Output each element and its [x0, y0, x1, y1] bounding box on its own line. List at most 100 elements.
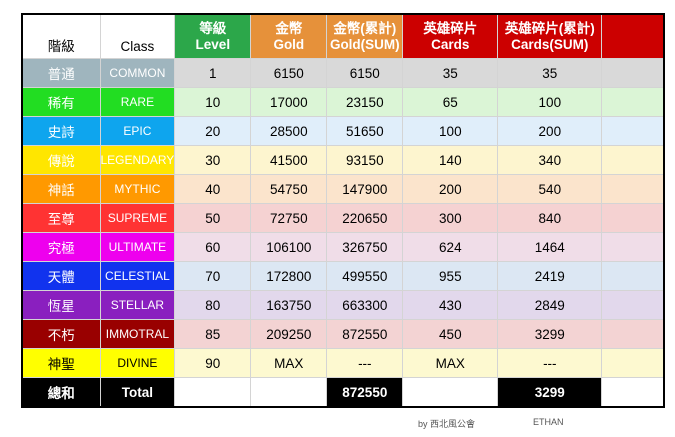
cards-cell: MAX — [402, 348, 499, 378]
header-gold-sum-cn: 金幣(累計) — [333, 20, 397, 36]
rank-name-cell: 神聖 — [21, 348, 101, 378]
cards-cell: 100 — [402, 116, 499, 146]
header-level-cn: 等級 — [199, 20, 227, 36]
total-extra-cell — [601, 377, 665, 408]
level-cell: 60 — [174, 232, 252, 262]
cards-sum-cell: 200 — [497, 116, 603, 146]
table-row: 究極 ULTIMATE 60 106100 326750 624 1464 — [21, 232, 665, 262]
total-cards-cell — [402, 377, 499, 408]
cards-sum-cell: 100 — [497, 87, 603, 117]
total-class: Total — [99, 377, 176, 408]
extra-cell — [601, 87, 665, 117]
header-cards-en: Cards — [431, 36, 470, 52]
gold-sum-cell: --- — [326, 348, 404, 378]
cards-cell: 450 — [402, 319, 499, 349]
cards-cell: 955 — [402, 261, 499, 291]
level-cell: 40 — [174, 174, 252, 204]
rank-name-cell: 史詩 — [21, 116, 101, 146]
rank-name-cell: 傳說 — [21, 145, 101, 175]
header-gold-sum-en: Gold(SUM) — [329, 36, 400, 52]
header-cards-sum: 英雄碎片(累計) Cards(SUM) — [497, 13, 603, 59]
rank-class-cell: RARE — [99, 87, 176, 117]
extra-cell — [601, 203, 665, 233]
table-row: 恆星 STELLAR 80 163750 663300 430 2849 — [21, 290, 665, 320]
footer-author: ETHAN — [533, 417, 564, 427]
cards-sum-cell: 2849 — [497, 290, 603, 320]
gold-cell: 209250 — [250, 319, 328, 349]
extra-cell — [601, 58, 665, 88]
rank-name-cell: 普通 — [21, 58, 101, 88]
rank-name-cell: 神話 — [21, 174, 101, 204]
extra-cell — [601, 261, 665, 291]
level-cell: 70 — [174, 261, 252, 291]
cards-cell: 140 — [402, 145, 499, 175]
extra-cell — [601, 145, 665, 175]
table-row: 天體 CELESTIAL 70 172800 499550 955 2419 — [21, 261, 665, 291]
cards-sum-cell: 2419 — [497, 261, 603, 291]
rank-class-cell: COMMON — [99, 58, 176, 88]
total-name: 總和 — [21, 377, 101, 408]
cards-sum-cell: 840 — [497, 203, 603, 233]
footer-credit: by 西北風公會 — [418, 419, 476, 429]
rank-class-cell: LEGENDARY — [99, 145, 176, 175]
level-cell: 85 — [174, 319, 252, 349]
cards-sum-cell: --- — [497, 348, 603, 378]
rank-class-cell: EPIC — [99, 116, 176, 146]
level-cell: 10 — [174, 87, 252, 117]
rank-class-cell: IMMOTRAL — [99, 319, 176, 349]
gold-sum-cell: 51650 — [326, 116, 404, 146]
rank-class-cell: STELLAR — [99, 290, 176, 320]
header-cards-sum-cn: 英雄碎片(累計) — [504, 20, 595, 36]
rank-class-cell: DIVINE — [99, 348, 176, 378]
header-cards-sum-en: Cards(SUM) — [511, 36, 589, 52]
rank-table: 階級 Class 等級 Level 金幣 Gold 金幣(累計) Gold(SU… — [21, 13, 665, 408]
cards-sum-cell: 340 — [497, 145, 603, 175]
cards-sum-cell: 35 — [497, 58, 603, 88]
gold-cell: 72750 — [250, 203, 328, 233]
gold-cell: 41500 — [250, 145, 328, 175]
rank-name-cell: 天體 — [21, 261, 101, 291]
extra-cell — [601, 348, 665, 378]
header-row: 階級 Class 等級 Level 金幣 Gold 金幣(累計) Gold(SU… — [21, 13, 665, 59]
gold-sum-cell: 93150 — [326, 145, 404, 175]
total-row: 總和 Total 872550 3299 — [21, 377, 665, 408]
header-extra — [601, 13, 665, 59]
rank-name-cell: 究極 — [21, 232, 101, 262]
gold-cell: 106100 — [250, 232, 328, 262]
table-row: 稀有 RARE 10 17000 23150 65 100 — [21, 87, 665, 117]
header-gold: 金幣 Gold — [250, 13, 328, 59]
total-gold-sum: 872550 — [326, 377, 404, 408]
header-cards: 英雄碎片 Cards — [402, 13, 499, 59]
table-row: 神聖 DIVINE 90 MAX --- MAX --- — [21, 348, 665, 378]
header-class: Class — [99, 13, 176, 59]
header-rank: 階級 — [21, 13, 101, 59]
gold-sum-cell: 663300 — [326, 290, 404, 320]
gold-sum-cell: 872550 — [326, 319, 404, 349]
rank-rows: 普通 COMMON 1 6150 6150 35 35 稀有 RARE 10 17000 23150 6… — [21, 58, 665, 378]
level-cell: 50 — [174, 203, 252, 233]
extra-cell — [601, 116, 665, 146]
total-level-cell — [174, 377, 252, 408]
gold-cell: 28500 — [250, 116, 328, 146]
gold-cell: 172800 — [250, 261, 328, 291]
gold-sum-cell: 6150 — [326, 58, 404, 88]
table-row: 傳說 LEGENDARY 30 41500 93150 140 340 — [21, 145, 665, 175]
table-row: 普通 COMMON 1 6150 6150 35 35 — [21, 58, 665, 88]
header-level-en: Level — [195, 36, 231, 52]
level-cell: 1 — [174, 58, 252, 88]
rank-class-cell: SUPREME — [99, 203, 176, 233]
cards-cell: 624 — [402, 232, 499, 262]
table-row: 不朽 IMMOTRAL 85 209250 872550 450 3299 — [21, 319, 665, 349]
gold-cell: 54750 — [250, 174, 328, 204]
level-cell: 30 — [174, 145, 252, 175]
level-cell: 80 — [174, 290, 252, 320]
extra-cell — [601, 174, 665, 204]
gold-sum-cell: 499550 — [326, 261, 404, 291]
cards-cell: 300 — [402, 203, 499, 233]
gold-cell: 6150 — [250, 58, 328, 88]
cards-cell: 430 — [402, 290, 499, 320]
extra-cell — [601, 290, 665, 320]
gold-cell: 17000 — [250, 87, 328, 117]
total-gold-cell — [250, 377, 328, 408]
header-gold-sum: 金幣(累計) Gold(SUM) — [326, 13, 404, 59]
